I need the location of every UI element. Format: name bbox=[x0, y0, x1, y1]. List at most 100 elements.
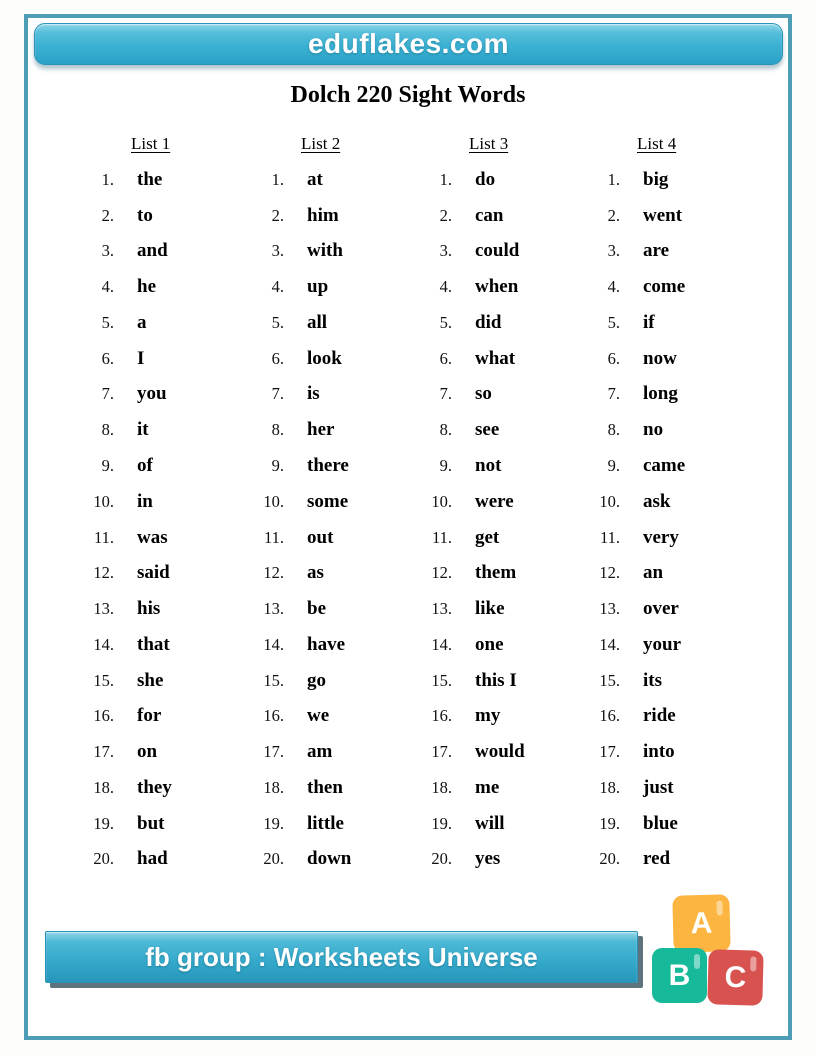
word-number: 11. bbox=[599, 527, 620, 547]
sight-word: of bbox=[137, 455, 153, 476]
word-number: 18. bbox=[263, 777, 284, 797]
sight-word: his bbox=[137, 598, 161, 620]
word-row: 10. some bbox=[238, 484, 404, 520]
word-number: 8. bbox=[607, 420, 620, 440]
word-list-column-4: List 4 1. big 2. went 3. are 4. come 5. if 6. now 7. l… bbox=[574, 134, 740, 877]
word-number: 11. bbox=[263, 527, 284, 547]
sight-word: me bbox=[475, 776, 500, 798]
word-list-column-2: List 2 1. at 2. him 3. with 4. up 5. all 6. look 7. is… bbox=[238, 134, 404, 877]
word-number: 4. bbox=[271, 277, 284, 297]
word-row: 9. came bbox=[574, 448, 740, 484]
word-number: 2. bbox=[101, 205, 114, 225]
word-row: 11. was bbox=[68, 520, 234, 556]
word-row: 19. but bbox=[68, 806, 234, 842]
word-row: 13. over bbox=[574, 591, 740, 627]
word-row: 11. out bbox=[238, 520, 404, 556]
sight-word: just bbox=[643, 776, 674, 798]
word-number: 5. bbox=[439, 312, 452, 332]
list-header: List 2 bbox=[301, 134, 341, 153]
word-number: 7. bbox=[607, 384, 620, 404]
word-row: 16. for bbox=[68, 698, 234, 734]
list-header: List 4 bbox=[637, 134, 677, 153]
sight-word: we bbox=[307, 705, 330, 727]
word-number: 20. bbox=[431, 849, 452, 869]
word-row: 19. little bbox=[238, 806, 404, 842]
word-row: 9. not bbox=[406, 448, 572, 484]
word-row: 10. ask bbox=[574, 484, 740, 520]
sight-word: some bbox=[307, 490, 349, 512]
sight-word: long bbox=[643, 383, 678, 405]
sight-word: not bbox=[475, 455, 502, 476]
sight-word: can bbox=[475, 204, 504, 226]
word-row: 6. look bbox=[238, 341, 404, 377]
word-number: 16. bbox=[93, 706, 114, 726]
word-number: 5. bbox=[607, 312, 620, 332]
word-number: 3. bbox=[439, 241, 452, 261]
sight-word: go bbox=[307, 669, 326, 691]
word-number: 6. bbox=[439, 348, 452, 368]
word-row: 7. is bbox=[238, 377, 404, 413]
word-number: 1. bbox=[271, 169, 284, 189]
word-row: 20. down bbox=[238, 842, 404, 878]
sight-word: out bbox=[307, 526, 334, 548]
word-row: 2. to bbox=[68, 198, 234, 234]
word-row: 18. then bbox=[238, 770, 404, 806]
sight-word: it bbox=[137, 419, 149, 441]
word-number: 16. bbox=[431, 706, 452, 726]
word-number: 17. bbox=[93, 742, 114, 762]
sight-word: when bbox=[475, 276, 519, 298]
word-number: 13. bbox=[93, 599, 114, 619]
sight-word: there bbox=[307, 455, 349, 476]
word-row: 2. him bbox=[238, 198, 404, 234]
sight-word: be bbox=[307, 598, 326, 620]
sight-word: come bbox=[643, 276, 686, 298]
sight-word: over bbox=[643, 598, 679, 620]
word-number: 9. bbox=[607, 456, 620, 475]
word-number: 8. bbox=[271, 420, 284, 440]
word-number: 12. bbox=[431, 563, 452, 583]
word-number: 19. bbox=[263, 813, 284, 833]
sight-word: ride bbox=[643, 705, 676, 727]
word-row: 6. what bbox=[406, 341, 572, 377]
word-number: 11. bbox=[431, 527, 452, 547]
sight-word: ask bbox=[643, 490, 671, 512]
word-row: 19. blue bbox=[574, 806, 740, 842]
sight-word: they bbox=[137, 776, 172, 798]
word-row: 5. did bbox=[406, 305, 572, 341]
word-row: 16. we bbox=[238, 698, 404, 734]
word-number: 10. bbox=[599, 491, 620, 511]
word-row: 4. up bbox=[238, 269, 404, 305]
sight-word: as bbox=[307, 562, 324, 584]
sight-word: is bbox=[307, 383, 320, 405]
word-number: 13. bbox=[431, 599, 452, 619]
word-number: 16. bbox=[599, 706, 620, 726]
word-row: 19. will bbox=[406, 806, 572, 842]
sight-word: red bbox=[643, 848, 671, 870]
sight-word: no bbox=[643, 419, 664, 441]
word-row: 3. and bbox=[68, 234, 234, 270]
word-number: 7. bbox=[271, 384, 284, 404]
sight-word: came bbox=[643, 455, 686, 476]
word-row: 17. would bbox=[406, 734, 572, 770]
word-number: 5. bbox=[101, 312, 114, 332]
block-letter: A bbox=[690, 906, 713, 940]
word-number: 14. bbox=[599, 634, 620, 654]
word-row: 20. red bbox=[574, 842, 740, 878]
page-title: Dolch 220 Sight Words bbox=[290, 82, 526, 108]
letter-block-b: B bbox=[652, 948, 707, 1003]
word-number: 15. bbox=[263, 670, 284, 690]
sight-word: said bbox=[137, 562, 170, 584]
word-number: 9. bbox=[439, 456, 452, 475]
sight-word: the bbox=[137, 168, 163, 190]
word-number: 11. bbox=[93, 527, 114, 547]
word-number: 6. bbox=[607, 348, 620, 368]
word-row: 12. them bbox=[406, 555, 572, 591]
sight-word: at bbox=[307, 168, 323, 190]
word-row: 9. of bbox=[68, 448, 234, 484]
sight-word: look bbox=[307, 347, 342, 369]
word-row: 20. yes bbox=[406, 842, 572, 878]
word-number: 16. bbox=[263, 706, 284, 726]
word-row: 16. ride bbox=[574, 698, 740, 734]
sight-word: with bbox=[307, 240, 343, 262]
word-row: 1. do bbox=[406, 162, 572, 198]
